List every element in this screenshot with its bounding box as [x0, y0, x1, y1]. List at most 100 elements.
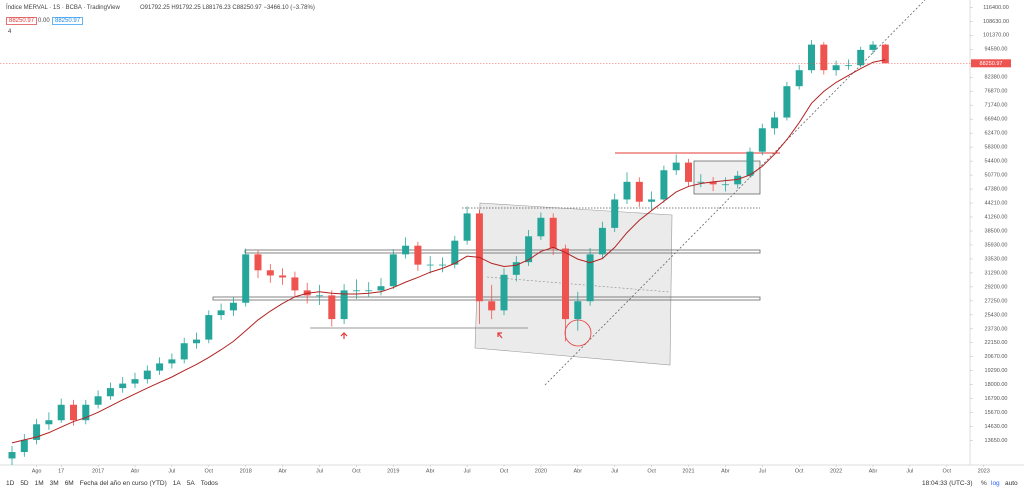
candle-body	[771, 117, 779, 129]
y-tick-label: 14630.00	[985, 424, 1008, 430]
x-tick-label: Oct	[943, 468, 952, 474]
range-button[interactable]: Todos	[200, 480, 219, 487]
auto-toggle[interactable]: auto	[1005, 480, 1018, 487]
candle-body	[857, 49, 865, 66]
x-tick-label: 2019	[387, 468, 399, 474]
candle-body	[119, 383, 127, 389]
candle-body	[57, 404, 65, 421]
candle-body	[291, 277, 299, 291]
candle-body	[574, 301, 582, 320]
y-tick-label: 44210.00	[985, 200, 1008, 206]
y-tick-label: 25430.00	[985, 312, 1008, 318]
range-button[interactable]: 1M	[34, 480, 44, 487]
percent-toggle[interactable]: %	[981, 480, 987, 487]
candle-body	[279, 275, 287, 278]
range-button[interactable]: 5D	[20, 480, 29, 487]
candle-body	[20, 439, 28, 453]
candle-body	[488, 301, 496, 311]
y-tick-label: 71740.00	[985, 103, 1008, 109]
candle-body	[328, 295, 336, 320]
candle-body	[734, 175, 742, 185]
y-tick-label: 15670.00	[985, 410, 1008, 416]
y-tick-label: 94590.00	[985, 47, 1008, 53]
y-tick-label: 13650.00	[985, 438, 1008, 444]
x-tick-label: Jul	[611, 468, 618, 474]
candle-body	[537, 217, 545, 237]
y-tick-label: 41260.00	[985, 214, 1008, 220]
range-button[interactable]: 6M	[64, 480, 74, 487]
candle-body	[586, 254, 594, 302]
mid-line	[486, 276, 671, 293]
candle-body	[685, 162, 692, 182]
indicators-toggle[interactable]: 4	[8, 29, 12, 35]
sell-price[interactable]: 88250.97	[6, 17, 38, 25]
x-tick-label: 17	[58, 468, 64, 474]
candle-body	[106, 388, 114, 397]
y-tick-label: 50770.00	[985, 173, 1008, 179]
y-tick-label: 47380.00	[985, 186, 1008, 192]
x-tick-label: 2018	[240, 468, 252, 474]
candle-body	[463, 213, 471, 241]
candle-body	[697, 181, 705, 183]
buy-price[interactable]: 88250.97	[52, 17, 84, 25]
x-tick-label: Abr	[869, 468, 878, 474]
candle-body	[352, 290, 360, 292]
range-button[interactable]: 5A	[186, 480, 195, 487]
y-tick-label: 66940.00	[985, 117, 1008, 123]
candle-body	[648, 199, 656, 202]
x-tick-label: Ago	[32, 468, 42, 474]
y-tick-label: 108630.00	[983, 19, 1009, 25]
x-tick-label: 2023	[978, 468, 990, 474]
candle-body	[217, 310, 225, 316]
range-button[interactable]: 3M	[49, 480, 59, 487]
candle-body	[340, 290, 348, 320]
x-tick-label: 2022	[830, 468, 842, 474]
candle-body	[8, 452, 16, 459]
log-toggle[interactable]: log	[991, 480, 1000, 487]
x-tick-label: Oct	[795, 468, 804, 474]
x-tick-label: Jul	[906, 468, 913, 474]
y-tick-label: 16790.00	[985, 396, 1008, 402]
candle-body	[439, 264, 446, 266]
y-tick-label: 29200.00	[985, 284, 1008, 290]
y-tick-label: 101370.00	[983, 33, 1009, 39]
candle-body	[672, 162, 680, 171]
clock: 18:04:33 (UTC-3)	[922, 480, 973, 487]
candle-body	[795, 70, 803, 87]
candle-body	[881, 44, 889, 64]
candle-body	[229, 302, 237, 311]
candle-body	[242, 254, 250, 303]
y-tick-label: 19290.00	[985, 368, 1008, 374]
candle-body	[156, 363, 164, 371]
x-tick-label: Abr	[131, 468, 140, 474]
candle-body	[635, 181, 643, 202]
last-price-label: 88250.97	[980, 61, 1003, 67]
x-tick-label: 2017	[92, 468, 104, 474]
arrow	[497, 332, 503, 339]
ohlc-readout: O91792.25 H91792.25 L88176.23 C88250.97 …	[140, 5, 315, 11]
x-tick-label: Abr	[426, 468, 435, 474]
range-toolbar: 1D 5D 1M 3M 6M Fecha del año en curso (YTD) 1A…	[6, 480, 218, 487]
range-button[interactable]: Fecha del año en curso (YTD)	[79, 480, 167, 487]
candle-body	[143, 370, 151, 380]
candle-body	[844, 65, 852, 67]
range-button[interactable]: 1D	[6, 480, 15, 487]
candle-body	[402, 245, 410, 255]
candle-body	[758, 128, 766, 152]
x-tick-label: 2021	[682, 468, 694, 474]
candle-body	[451, 240, 459, 265]
candle-body	[611, 199, 619, 228]
candle-body	[525, 236, 533, 263]
y-tick-label: 82380.00	[985, 75, 1008, 81]
range-button[interactable]: 1A	[172, 480, 181, 487]
y-tick-label: 54400.00	[985, 159, 1008, 165]
candle-body	[500, 274, 508, 311]
chart: 13650.00 14630.00 15670.00 16790.00 18000.00…	[0, 0, 1024, 474]
candle-body	[660, 170, 668, 200]
candle-body	[808, 44, 815, 71]
candle-body	[414, 245, 422, 265]
candle-body	[70, 404, 77, 421]
candle-body	[426, 264, 434, 266]
y-tick-label: 38500.00	[985, 228, 1008, 234]
drawings	[212, 0, 926, 386]
